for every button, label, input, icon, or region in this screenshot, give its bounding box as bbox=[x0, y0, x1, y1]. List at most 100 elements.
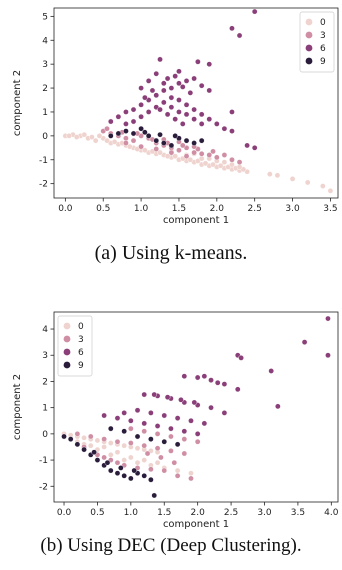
scatter-point-0 bbox=[274, 172, 281, 179]
scatter-point-6 bbox=[183, 78, 190, 84]
y-tick-label: 2 bbox=[42, 377, 48, 387]
scatter-point-0 bbox=[121, 442, 127, 449]
scatter-point-9 bbox=[138, 125, 144, 132]
scatter-point-6 bbox=[157, 106, 163, 113]
x-tick-label: 0.0 bbox=[58, 204, 73, 214]
scatter-point-3 bbox=[158, 454, 164, 461]
scatter-point-9 bbox=[91, 449, 97, 456]
scatter-point-9 bbox=[118, 465, 124, 471]
scatter-point-6 bbox=[236, 32, 243, 39]
scatter-point-6 bbox=[301, 339, 308, 345]
scatter-point-6 bbox=[179, 121, 186, 127]
scatter-point-6 bbox=[161, 412, 168, 419]
x-tick-label: 1.0 bbox=[124, 508, 139, 518]
scatter-point-0 bbox=[267, 171, 273, 177]
scatter-point-3 bbox=[171, 459, 178, 466]
scatter-point-3 bbox=[188, 475, 194, 482]
scatter-point-6 bbox=[168, 104, 175, 110]
scatter-point-9 bbox=[168, 142, 175, 149]
scatter-point-9 bbox=[145, 133, 152, 139]
scatter-point-9 bbox=[115, 130, 122, 137]
scatter-point-6 bbox=[148, 410, 154, 416]
scatter-point-0 bbox=[320, 183, 326, 189]
scatter-point-0 bbox=[236, 164, 243, 170]
scatter-point-0 bbox=[126, 143, 133, 150]
y-tick-label: 0 bbox=[42, 132, 48, 142]
scatter-point-6 bbox=[157, 56, 163, 63]
scatter-point-6 bbox=[214, 121, 220, 127]
scatter-point-9 bbox=[104, 459, 111, 466]
scatter-point-3 bbox=[181, 450, 188, 457]
scatter-point-0 bbox=[101, 444, 107, 450]
scatter-point-3 bbox=[144, 450, 151, 457]
scatter-point-0 bbox=[134, 445, 141, 452]
scatter-point-9 bbox=[94, 457, 101, 463]
scatter-point-9 bbox=[121, 428, 127, 435]
scatter-point-6 bbox=[168, 94, 175, 101]
scatter-point-0 bbox=[172, 153, 178, 159]
scatter-point-6 bbox=[201, 420, 208, 427]
legend-marker-6 bbox=[305, 44, 313, 52]
scatter-point-6 bbox=[172, 116, 178, 122]
scatter-point-6 bbox=[130, 106, 137, 113]
scatter-point-6 bbox=[244, 142, 250, 149]
scatter-point-0 bbox=[174, 467, 181, 474]
x-tick-label: 1.0 bbox=[134, 204, 149, 214]
scatter-point-3 bbox=[229, 156, 235, 163]
scatter-point-3 bbox=[168, 433, 174, 440]
scatter-point-0 bbox=[66, 133, 72, 139]
x-tick-label: 3.0 bbox=[285, 204, 300, 214]
x-tick-label: 3.5 bbox=[323, 204, 337, 214]
scatter-point-0 bbox=[202, 160, 209, 167]
scatter-point-9 bbox=[61, 433, 67, 440]
scatter-point-6 bbox=[121, 410, 127, 416]
scatter-point-6 bbox=[128, 417, 134, 424]
y-tick-label: 1 bbox=[42, 108, 48, 118]
scatter-point-9 bbox=[191, 140, 197, 146]
legend: 0 3 6 9 bbox=[299, 11, 335, 73]
scatter-point-6 bbox=[151, 391, 158, 398]
caption-dec: (b) Using DEC (Deep Clustering). bbox=[40, 535, 302, 556]
scatter-point-6 bbox=[138, 113, 144, 120]
legend-box bbox=[299, 11, 335, 73]
scatter-point-3 bbox=[214, 154, 220, 161]
scatter-point-6 bbox=[179, 84, 186, 90]
scatter-point-0 bbox=[141, 457, 148, 463]
scatter-point-6 bbox=[123, 109, 129, 115]
scatter-point-3 bbox=[123, 135, 129, 142]
scatter-point-0 bbox=[108, 440, 114, 446]
scatter-point-6 bbox=[194, 374, 201, 381]
scatter-point-6 bbox=[183, 101, 190, 108]
legend-marker-6 bbox=[63, 348, 71, 356]
scatter-point-0 bbox=[111, 139, 118, 145]
scatter-point-3 bbox=[141, 428, 148, 435]
scatter-point-3 bbox=[148, 466, 154, 473]
scatter-point-0 bbox=[187, 156, 194, 163]
legend-marker-9 bbox=[63, 361, 71, 369]
scatter-point-6 bbox=[164, 394, 171, 400]
scatter-point-6 bbox=[191, 75, 197, 82]
scatter-point-3 bbox=[74, 431, 81, 437]
scatter-point-0 bbox=[81, 131, 88, 138]
scatter-point-3 bbox=[154, 431, 161, 437]
scatter-point-6 bbox=[187, 90, 194, 96]
scatter-point-9 bbox=[174, 441, 181, 448]
scatter-point-9 bbox=[123, 128, 129, 134]
scatter-point-0 bbox=[108, 452, 114, 458]
scatter-point-6 bbox=[198, 121, 205, 127]
scatter-point-6 bbox=[101, 412, 107, 419]
legend-label: 0 bbox=[320, 18, 326, 28]
scatter-point-9 bbox=[108, 467, 114, 474]
scatter-point-6 bbox=[229, 128, 235, 134]
scatter-point-3 bbox=[87, 433, 94, 440]
scatter-point-9 bbox=[108, 425, 114, 432]
scatter-point-0 bbox=[229, 161, 235, 168]
x-tick-label: 3.0 bbox=[257, 508, 272, 518]
scatter-point-0 bbox=[198, 155, 205, 162]
scatter-point-0 bbox=[142, 147, 148, 154]
x-tick-label: 1.5 bbox=[172, 204, 186, 214]
scatter-point-0 bbox=[154, 459, 161, 466]
scatter-point-6 bbox=[174, 415, 181, 421]
scatter-point-6 bbox=[229, 109, 235, 115]
